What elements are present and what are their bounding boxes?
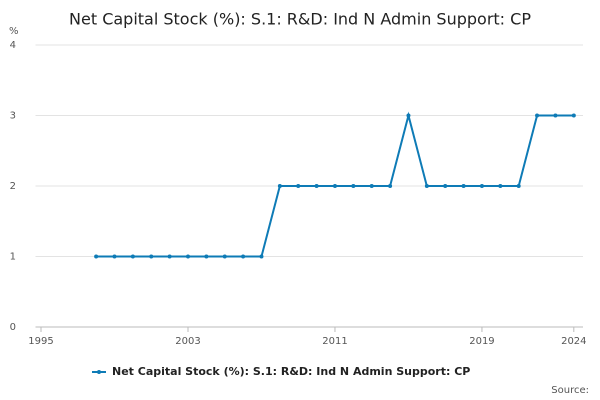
data-point <box>535 113 540 118</box>
y-axis-label: % <box>9 26 19 37</box>
data-point <box>185 254 190 259</box>
x-tick-label: 2019 <box>469 336 494 347</box>
y-tick-label: 1 <box>10 252 16 263</box>
data-point <box>479 184 484 188</box>
data-point <box>406 113 411 118</box>
data-point <box>314 184 319 188</box>
x-tick-label: 2011 <box>322 336 347 347</box>
data-point <box>461 184 466 188</box>
data-point <box>130 254 135 259</box>
x-tick-label: 1995 <box>28 336 53 347</box>
data-point <box>112 254 117 259</box>
data-point <box>241 254 246 259</box>
data-point <box>571 113 576 118</box>
x-tick-label: 2003 <box>175 336 200 347</box>
y-tick-label: 4 <box>10 40 16 51</box>
data-point <box>277 184 282 188</box>
y-tick-label: 0 <box>10 322 16 333</box>
data-point <box>369 184 374 188</box>
legend-marker <box>97 370 101 374</box>
data-point <box>296 184 301 188</box>
y-tick-label: 2 <box>10 181 16 192</box>
data-point <box>204 254 209 259</box>
data-point <box>424 184 429 188</box>
data-point <box>94 254 99 259</box>
data-point <box>332 184 337 188</box>
data-point <box>259 254 264 259</box>
data-point <box>498 184 503 188</box>
legend-label: Net Capital Stock (%): S.1: R&D: Ind N A… <box>112 365 470 378</box>
source: Source: <box>551 385 589 396</box>
data-point <box>351 184 356 188</box>
x-tick-label: 2024 <box>561 336 586 347</box>
data-point <box>167 254 172 259</box>
data-point <box>553 113 558 118</box>
data-point <box>222 254 227 259</box>
data-point <box>516 184 521 188</box>
data-point <box>149 254 154 259</box>
chart-title: Net Capital Stock (%): S.1: R&D: Ind N A… <box>69 10 531 29</box>
y-tick-label: 3 <box>10 111 16 122</box>
data-point <box>388 184 393 188</box>
data-point <box>443 184 448 188</box>
